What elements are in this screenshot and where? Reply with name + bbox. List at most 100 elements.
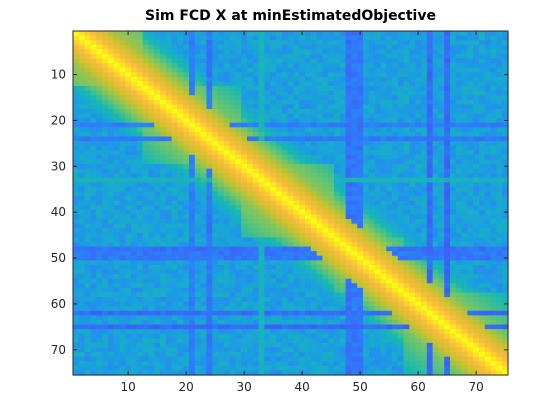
heatmap-cell [287, 182, 294, 188]
heatmap-cell [171, 104, 178, 110]
heatmap-cell [438, 241, 445, 248]
heatmap-cell [281, 95, 289, 101]
heatmap-cell [339, 214, 347, 220]
heatmap-cell [73, 264, 80, 271]
heatmap-cell [200, 63, 207, 69]
heatmap-cell [78, 260, 86, 266]
heatmap-cell [461, 150, 468, 156]
heatmap-cell [450, 214, 457, 220]
heatmap-cell [119, 287, 126, 294]
heatmap-cell [119, 53, 126, 60]
heatmap-cell [368, 53, 376, 60]
heatmap-cell [455, 164, 463, 170]
heatmap-cell [78, 223, 86, 229]
heatmap-cell [397, 63, 405, 69]
heatmap-cell [345, 76, 352, 83]
heatmap-cell [397, 131, 405, 138]
heatmap-cell [502, 35, 509, 41]
heatmap-cell [438, 219, 445, 225]
heatmap-cell [131, 113, 138, 119]
heatmap-cell [165, 141, 173, 147]
heatmap-cell [450, 95, 457, 101]
heatmap-cell [467, 191, 474, 197]
heatmap-cell [194, 63, 202, 69]
heatmap-cell [479, 278, 486, 284]
heatmap-cell [90, 81, 97, 87]
heatmap-cell [154, 90, 161, 96]
heatmap-cell [247, 274, 254, 280]
heatmap-cell [200, 99, 207, 105]
heatmap-cell [334, 324, 341, 330]
heatmap-cell [212, 118, 219, 124]
heatmap-cell [96, 108, 103, 115]
heatmap-cell [305, 251, 312, 257]
heatmap-cell [287, 49, 294, 55]
heatmap-cell [247, 150, 254, 156]
heatmap-cell [461, 214, 468, 220]
heatmap-cell [310, 127, 318, 133]
heatmap-cell [397, 81, 405, 87]
heatmap-cell [241, 86, 248, 92]
heatmap-cell [322, 196, 329, 202]
heatmap-cell [229, 159, 236, 165]
heatmap-cell [241, 95, 248, 101]
heatmap-cell [148, 168, 155, 174]
heatmap-cell [386, 40, 393, 46]
heatmap-cell [183, 44, 190, 50]
heatmap-cell [183, 329, 190, 335]
heatmap-cell [270, 95, 277, 101]
heatmap-cell [160, 297, 167, 303]
heatmap-cell [131, 76, 138, 83]
heatmap-cell [467, 86, 474, 92]
heatmap-cell [107, 118, 115, 124]
heatmap-cell [96, 200, 103, 206]
heatmap-cell [160, 108, 167, 115]
heatmap-cell [177, 72, 184, 78]
heatmap-cell [148, 127, 155, 133]
heatmap-cell [392, 86, 399, 92]
heatmap-cell [241, 186, 248, 193]
heatmap-cell [409, 90, 416, 96]
heatmap-cell [479, 35, 486, 41]
heatmap-cell [345, 209, 352, 216]
heatmap-cell [316, 329, 323, 335]
heatmap-cell [258, 260, 265, 266]
heatmap-cell [426, 35, 434, 41]
heatmap-cell [426, 81, 434, 87]
heatmap-cell [339, 306, 347, 312]
heatmap-cell [316, 44, 323, 50]
heatmap-cell [502, 63, 509, 69]
heatmap-cell [113, 145, 120, 151]
heatmap-cell [218, 127, 225, 133]
heatmap-cell [339, 168, 347, 174]
heatmap-cell [142, 67, 149, 73]
heatmap-cell [403, 99, 410, 105]
heatmap-cell [258, 274, 265, 280]
heatmap-cell [223, 324, 231, 330]
heatmap-cell [78, 246, 86, 252]
heatmap-cell [90, 177, 97, 183]
heatmap-cell [363, 297, 370, 303]
heatmap-cell [252, 278, 260, 284]
heatmap-cell [368, 186, 376, 193]
heatmap-cell [223, 63, 231, 69]
heatmap-cell [409, 301, 416, 307]
heatmap-cell [421, 145, 428, 151]
heatmap-cell [397, 324, 405, 330]
heatmap-cell [247, 53, 254, 60]
heatmap-cell [96, 40, 103, 46]
heatmap-cell [334, 53, 341, 60]
heatmap-cell [223, 118, 231, 124]
heatmap-cell [386, 219, 393, 225]
heatmap-cell [438, 329, 445, 335]
heatmap-cell [160, 81, 167, 87]
heatmap-cell [380, 219, 387, 225]
heatmap-cell [339, 310, 347, 316]
heatmap-cell [421, 108, 428, 115]
heatmap-cell [235, 159, 242, 165]
heatmap-cell [223, 287, 231, 294]
heatmap-cell [229, 72, 236, 78]
heatmap-cell [397, 196, 405, 202]
heatmap-cell [119, 63, 126, 69]
heatmap-cell [148, 173, 155, 179]
